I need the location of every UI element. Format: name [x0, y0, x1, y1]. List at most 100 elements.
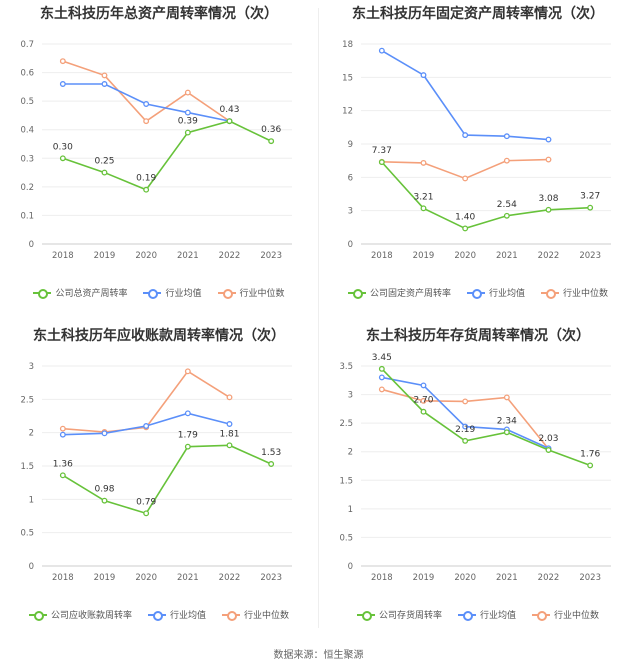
data-label: 0.25 — [94, 157, 114, 167]
legend-item-industry-average[interactable]: 行业均值 — [457, 608, 516, 621]
legend-label: 行业均值 — [169, 611, 206, 621]
legend-item-industry-median[interactable]: 行业中位数 — [217, 286, 285, 299]
x-tick-label: 2023 — [260, 573, 282, 583]
data-point-industry-average[interactable] — [101, 81, 108, 87]
data-point-industry-average[interactable] — [59, 431, 66, 438]
data-point-industry-average[interactable] — [503, 133, 510, 140]
data-point-company[interactable] — [503, 212, 510, 219]
legend-item-company[interactable]: 公司固定资产周转率 — [347, 286, 451, 299]
x-tick-label: 2021 — [177, 251, 199, 261]
data-label: 3.08 — [538, 194, 558, 204]
legend-item-industry-median[interactable]: 行业中位数 — [222, 608, 289, 621]
series-line-industry-average — [381, 376, 549, 450]
data-point-industry-average[interactable] — [101, 430, 108, 437]
legend-item-company[interactable]: 公司应收账款周转率 — [28, 608, 132, 621]
data-point-company[interactable] — [184, 443, 191, 450]
data-point-industry-average[interactable] — [420, 72, 427, 79]
legend-item-company[interactable]: 公司存货周转率 — [356, 608, 442, 621]
chart-panel-inventory-turnover: 东土科技历年存货周转率情况（次） 0 0.5 1 1.5 2 2.5 3 3.5 2018 201… — [319, 322, 637, 642]
legend-item-industry-median[interactable]: 行业中位数 — [541, 286, 608, 299]
data-point-company[interactable] — [462, 225, 469, 232]
legend-marker-icon — [222, 610, 240, 621]
data-point-industry-median[interactable] — [420, 397, 427, 404]
data-point-company[interactable] — [545, 206, 552, 213]
data-point-company[interactable] — [184, 129, 191, 136]
data-point-industry-median[interactable] — [378, 386, 385, 393]
data-point-industry-average[interactable] — [462, 132, 469, 139]
legend-label: 行业均值 — [479, 611, 516, 621]
data-point-industry-average[interactable] — [143, 101, 150, 107]
data-point-company[interactable] — [420, 205, 427, 212]
data-point-industry-median[interactable] — [462, 398, 469, 405]
data-point-company[interactable] — [545, 447, 552, 453]
y-tick-label: 2.5 — [20, 395, 34, 405]
data-point-company[interactable] — [226, 118, 233, 125]
x-tick-label: 2023 — [260, 251, 282, 261]
data-point-company[interactable] — [101, 497, 108, 504]
data-point-company[interactable] — [101, 169, 108, 176]
data-point-industry-average[interactable] — [184, 109, 191, 116]
data-point-company[interactable] — [462, 437, 469, 444]
y-tick-label: 3.5 — [339, 362, 353, 372]
data-label: 0.98 — [94, 485, 114, 495]
chart-plot: 0 0.5 1 1.5 2 2.5 3 2018 2019 2020 2021 2022 2023 1.3… — [20, 362, 292, 583]
x-tick-label: 2020 — [135, 573, 157, 583]
data-point-industry-average[interactable] — [462, 423, 469, 430]
data-label: 2.34 — [497, 416, 517, 426]
y-tick-label: 2.5 — [339, 419, 353, 429]
legend-item-company[interactable]: 公司总资产周转率 — [33, 286, 127, 299]
data-point-industry-median[interactable] — [226, 394, 233, 401]
data-label: 3.21 — [413, 192, 433, 202]
data-point-industry-median[interactable] — [420, 159, 427, 166]
data-label: 3.27 — [580, 192, 600, 202]
legend-item-industry-median[interactable]: 行业中位数 — [532, 608, 599, 621]
y-tick-label: 0.2 — [20, 183, 34, 193]
data-point-company[interactable] — [226, 442, 233, 449]
data-label: 1.76 — [580, 449, 600, 459]
data-point-company[interactable] — [268, 461, 275, 467]
y-tick-label: 0.4 — [20, 126, 34, 136]
data-point-industry-average[interactable] — [184, 410, 191, 417]
legend-marker-icon — [347, 288, 366, 299]
data-point-industry-median[interactable] — [184, 368, 191, 375]
data-point-company[interactable] — [587, 462, 594, 469]
data-point-industry-average[interactable] — [226, 421, 233, 427]
data-point-company[interactable] — [378, 159, 385, 166]
data-point-company[interactable] — [143, 510, 150, 517]
data-point-company[interactable] — [59, 155, 66, 162]
data-point-industry-median[interactable] — [101, 72, 108, 79]
legend-item-industry-average[interactable]: 行业均值 — [147, 608, 206, 621]
data-point-company[interactable] — [503, 429, 510, 436]
data-point-industry-average[interactable] — [545, 136, 552, 143]
data-point-company[interactable] — [59, 472, 66, 479]
data-point-industry-average[interactable] — [420, 382, 427, 389]
data-point-industry-median[interactable] — [545, 156, 552, 163]
data-point-company[interactable] — [587, 204, 594, 211]
legend-item-industry-average[interactable]: 行业均值 — [143, 286, 202, 299]
data-point-company[interactable] — [378, 365, 385, 372]
legend-marker-icon — [356, 610, 375, 621]
data-point-industry-median[interactable] — [59, 425, 66, 432]
data-point-industry-median[interactable] — [503, 394, 510, 401]
x-tick-label: 2022 — [219, 251, 241, 261]
data-point-industry-median[interactable] — [59, 58, 66, 65]
y-tick-label: 2 — [348, 448, 353, 458]
y-tick-label: 0.3 — [20, 154, 34, 164]
legend-item-industry-average[interactable]: 行业均值 — [466, 286, 525, 299]
data-point-company[interactable] — [143, 186, 150, 193]
data-point-industry-average[interactable] — [143, 423, 150, 429]
data-point-industry-average[interactable] — [59, 81, 66, 87]
y-tick-label: 0.6 — [20, 69, 34, 79]
y-tick-label: 0.5 — [20, 97, 34, 107]
data-point-industry-median[interactable] — [462, 175, 469, 182]
data-point-company[interactable] — [420, 408, 427, 415]
data-point-company[interactable] — [268, 138, 275, 145]
data-point-industry-median[interactable] — [503, 157, 510, 164]
legend-marker-icon — [457, 610, 476, 621]
data-point-industry-average[interactable] — [378, 374, 385, 381]
data-point-industry-average[interactable] — [378, 47, 385, 54]
data-point-industry-median[interactable] — [184, 89, 191, 96]
data-point-industry-median[interactable] — [143, 118, 150, 125]
legend-marker-icon — [541, 288, 559, 299]
data-label: 0.79 — [136, 497, 156, 507]
